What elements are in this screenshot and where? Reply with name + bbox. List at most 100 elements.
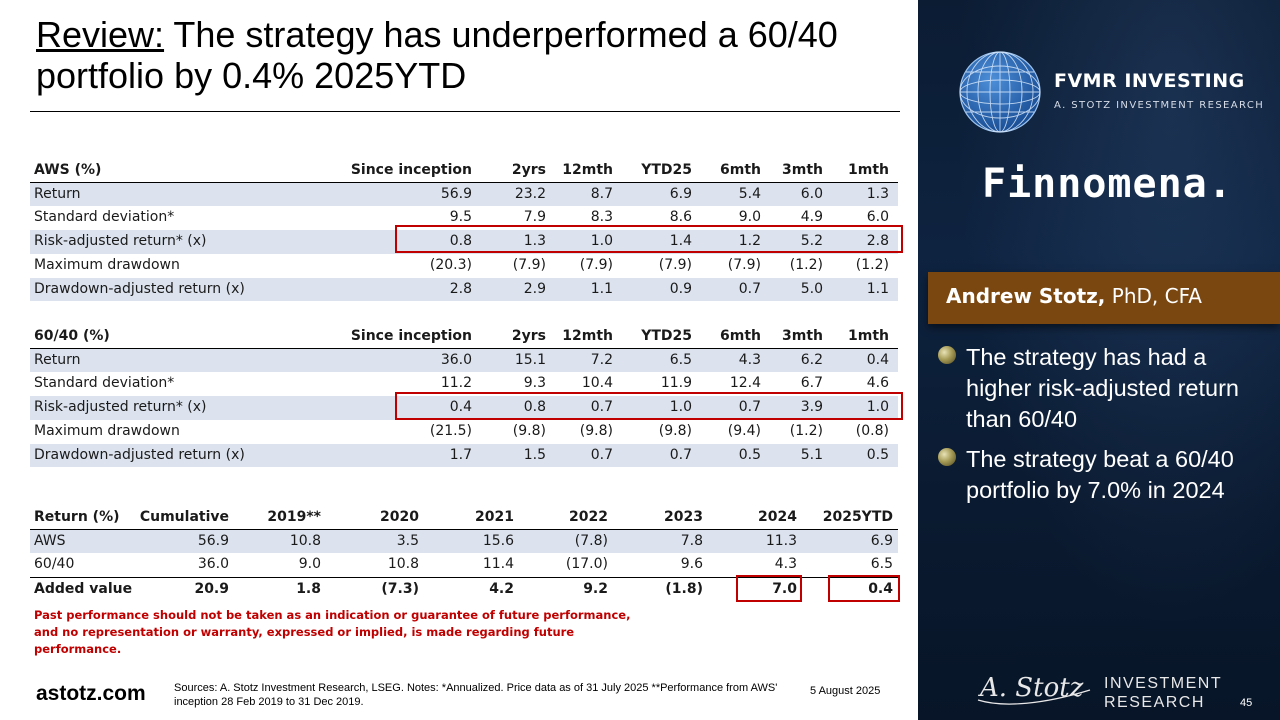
table-cell: 1.0 (590, 233, 613, 250)
table-cell: 8.6 (669, 209, 692, 226)
table-row: Drawdown-adjusted return (x) 2.8 2.9 1.1 0.9… (30, 277, 898, 302)
table-header-cell: 2yrs (511, 328, 546, 344)
table-row: Risk-adjusted return* (x) 0.8 1.3 1.0 1.4 1.2… (30, 230, 898, 254)
table-cell: 6.0 (866, 209, 889, 226)
table-row: AWS 56.9 10.8 3.5 15.6 (7.8) 7.8 11.3 6.9 (30, 529, 898, 554)
table-cell: (9.8) (512, 422, 546, 439)
table-cell: 1.7 (449, 446, 472, 463)
footer-site-link[interactable]: astotz.com (36, 682, 146, 705)
brand-subtitle: A. STOTZ INVESTMENT RESEARCH (1054, 100, 1265, 111)
table-header-cell: Since inception (350, 328, 472, 344)
table-header-cell: 2024 (758, 509, 797, 525)
table-cell: 1.5 (523, 446, 546, 463)
slide-title: Review: The strategy has underperformed … (36, 14, 896, 96)
table-header-cell: 12mth (562, 162, 613, 178)
table-cell: 11.4 (482, 556, 514, 573)
row-label: Risk-adjusted return* (x) (34, 233, 207, 250)
row-label: AWS (34, 532, 66, 549)
table-header-cell: Cumulative (139, 509, 229, 525)
table-cell: 0.4 (866, 351, 889, 368)
signature-text: A. Stotz (978, 673, 1084, 703)
disclaimer: Past performance should not be taken as … (34, 608, 631, 656)
table-cell: 1.1 (866, 280, 889, 297)
table-cell: 15.1 (514, 351, 546, 368)
table-cell: 10.8 (387, 556, 419, 573)
table-cell: 6.5 (669, 351, 692, 368)
table-cell: 9.2 (583, 581, 608, 598)
table-cell: 5.0 (800, 280, 823, 297)
table-header-cell: 6mth (720, 162, 761, 178)
table-row: Risk-adjusted return* (x) 0.4 0.8 0.7 1.0 0.7… (30, 396, 898, 420)
table-cell: 9.6 (680, 556, 703, 573)
table-cell: 5.1 (800, 446, 823, 463)
table-cell: 56.9 (440, 185, 472, 202)
title-divider (30, 111, 900, 112)
table-cell: 3.9 (800, 399, 823, 416)
table-cell: 0.9 (669, 280, 692, 297)
table-cell: 2.8 (449, 280, 472, 297)
table-cell: (1.2) (855, 256, 889, 273)
partner-logo: Finnomena. (982, 161, 1233, 207)
table-row: 60/40 36.0 9.0 10.8 11.4 (17.0) 9.6 4.3 6.5 (30, 553, 898, 577)
table-cell: 1.1 (590, 280, 613, 297)
table-cell: (1.2) (789, 256, 823, 273)
table-cell: 15.6 (482, 532, 514, 549)
table-cell: (7.9) (512, 256, 546, 273)
table-header-cell: 2023 (664, 509, 703, 525)
row-label: Return (34, 185, 81, 202)
table-cell: 5.2 (800, 233, 823, 250)
table-cell: 6.7 (800, 375, 823, 392)
bullet-icon (938, 346, 956, 364)
table-cell: (7.8) (574, 532, 608, 549)
table-cell: (7.9) (658, 256, 692, 273)
table-cell: 4.6 (866, 375, 889, 392)
table-header-cell: 2025YTD (822, 509, 893, 525)
table-header-cell: 3mth (782, 328, 823, 344)
presenter-name-bold: Andrew Stotz, (946, 284, 1106, 308)
table-cell: 9.5 (449, 209, 472, 226)
table-cell: 0.5 (738, 446, 761, 463)
table-header-cell: YTD25 (641, 328, 692, 344)
sixty-forty-risk-adjusted-highlight (395, 392, 903, 420)
table-cell: (21.5) (429, 422, 472, 439)
added-value-2024-highlight (736, 575, 802, 602)
table-header-cell: 1mth (848, 328, 889, 344)
table-cell: 9.3 (523, 375, 546, 392)
table-cell: (17.0) (565, 556, 608, 573)
table-header-cell: 2020 (380, 509, 419, 525)
key-points: The strategy has had a higher risk-adjus… (936, 342, 1266, 515)
table-cell: 4.2 (489, 581, 514, 598)
table-cell: 4.3 (774, 556, 797, 573)
table-cell: 23.2 (514, 185, 546, 202)
table-cell: 11.2 (440, 375, 472, 392)
table-header-label: AWS (%) (34, 162, 102, 178)
table-cell: 36.0 (197, 556, 229, 573)
table-header-cell: 6mth (720, 328, 761, 344)
table-cell: 7.9 (523, 209, 546, 226)
signature-logo-icon: A. Stotz (977, 673, 1091, 705)
table-cell: 12.4 (729, 375, 761, 392)
research-logo-line2: RESEARCH (1104, 694, 1205, 711)
table-row: Standard deviation* 9.5 7.9 8.3 8.6 9.0 4.9 6.0 (30, 206, 898, 230)
title-text: The strategy has underperformed a 60/40 … (36, 14, 838, 96)
row-label: Risk-adjusted return* (x) (34, 399, 207, 416)
table-cell: 7.0 (772, 581, 797, 598)
table-header-cell: 2yrs (511, 162, 546, 178)
globe-logo-icon (959, 51, 1041, 133)
table-cell: 1.2 (738, 233, 761, 250)
table-cell: (20.3) (429, 256, 472, 273)
table-header-label: Return (%) (34, 509, 120, 525)
table-header-cell: 12mth (562, 328, 613, 344)
key-point-text: The strategy has had a higher risk-adjus… (966, 344, 1239, 432)
table-cell: 2.8 (866, 233, 889, 250)
row-label: 60/40 (34, 556, 75, 573)
page-number: 45 (1240, 697, 1253, 709)
table-cell: 1.0 (866, 399, 889, 416)
table-header-cell: 2019** (267, 509, 321, 525)
row-label: Maximum drawdown (34, 256, 180, 273)
table-cell: 6.9 (870, 532, 893, 549)
table-cell: 9.0 (298, 556, 321, 573)
row-label: Standard deviation* (34, 375, 175, 392)
table-cell: 6.5 (870, 556, 893, 573)
